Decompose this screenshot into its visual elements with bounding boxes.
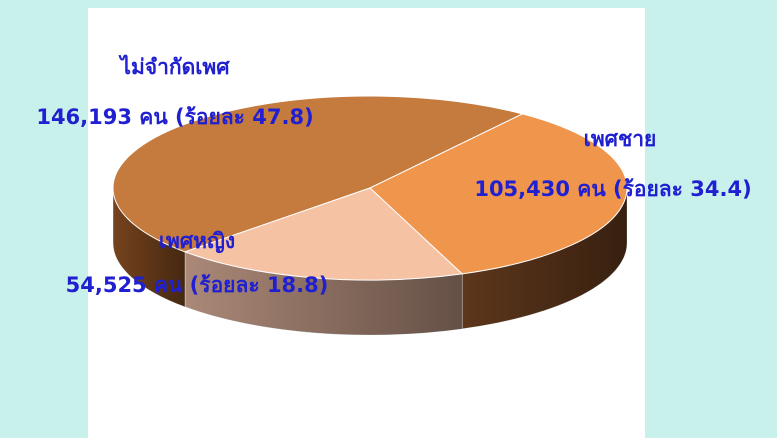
slice [369, 113, 628, 275]
slice-side-shade [113, 188, 186, 307]
category-label: ไม่จำกัดเพศ [118, 54, 230, 79]
value-label: 146,193 คน (ร้อยละ 47.8) [36, 105, 313, 129]
slice [183, 187, 464, 281]
value-label: 105,430 คน (ร้อยละ 34.4) [474, 177, 751, 201]
slice [112, 95, 524, 253]
slice-side-shade [462, 188, 627, 329]
category-label: เพศหญิง [159, 229, 235, 254]
category-label: เพศชาย [584, 127, 657, 151]
slice-side-shade [185, 251, 463, 335]
value-label: 54,525 คน (ร้อยละ 18.8) [66, 273, 329, 297]
